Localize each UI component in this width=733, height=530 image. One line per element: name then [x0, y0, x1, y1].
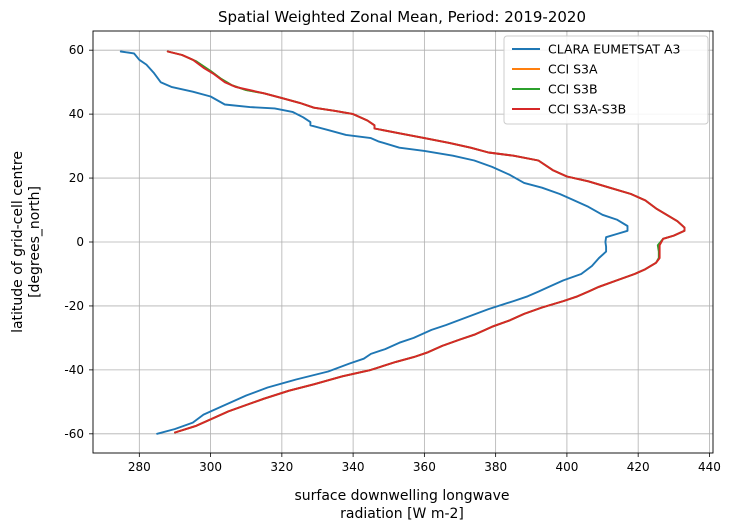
series-line-4	[166, 50, 686, 434]
x-tick-label: 400	[555, 460, 578, 474]
x-tick-label: 440	[698, 460, 721, 474]
grid-lines	[93, 31, 713, 453]
x-tick-label: 320	[270, 460, 293, 474]
x-tick-label: 340	[342, 460, 365, 474]
y-axis-label-line2: [degrees_north]	[27, 186, 43, 298]
legend-label: CCI S3A	[548, 62, 598, 77]
x-axis-ticks: 280 300 320 340 360 380 400 420 440	[128, 453, 721, 474]
y-tick-label: -20	[64, 299, 84, 313]
y-tick-label: 60	[69, 43, 84, 57]
legend-label: CLARA EUMETSAT A3	[548, 42, 680, 57]
x-tick-label: 360	[413, 460, 436, 474]
x-tick-label: 300	[199, 460, 222, 474]
x-tick-label: 280	[128, 460, 151, 474]
y-tick-label: 0	[76, 235, 84, 249]
y-tick-label: 20	[69, 171, 84, 185]
series-lines	[119, 50, 686, 435]
x-axis-label-line1: surface downwelling longwave	[294, 488, 509, 504]
y-tick-label: 40	[69, 107, 84, 121]
legend: CLARA EUMETSAT A3 CCI S3A CCI S3B CCI S3A-S…	[503, 35, 709, 125]
y-tick-label: -40	[64, 363, 84, 377]
series-line-1	[119, 50, 629, 435]
y-axis-label-line1: latitude of grid-cell centre	[10, 151, 26, 333]
legend-label: CCI S3B	[548, 82, 598, 97]
x-tick-label: 420	[627, 460, 650, 474]
y-axis-ticks: -60 -40 -20 0 20 40 60	[64, 43, 93, 441]
legend-label: CCI S3A-S3B	[548, 102, 626, 117]
y-tick-label: -60	[64, 427, 84, 441]
x-axis-label-line2: radiation [W m-2]	[340, 506, 464, 522]
chart-title: Spatial Weighted Zonal Mean, Period: 201…	[218, 8, 586, 26]
legend-box	[503, 35, 709, 125]
x-tick-label: 380	[484, 460, 507, 474]
